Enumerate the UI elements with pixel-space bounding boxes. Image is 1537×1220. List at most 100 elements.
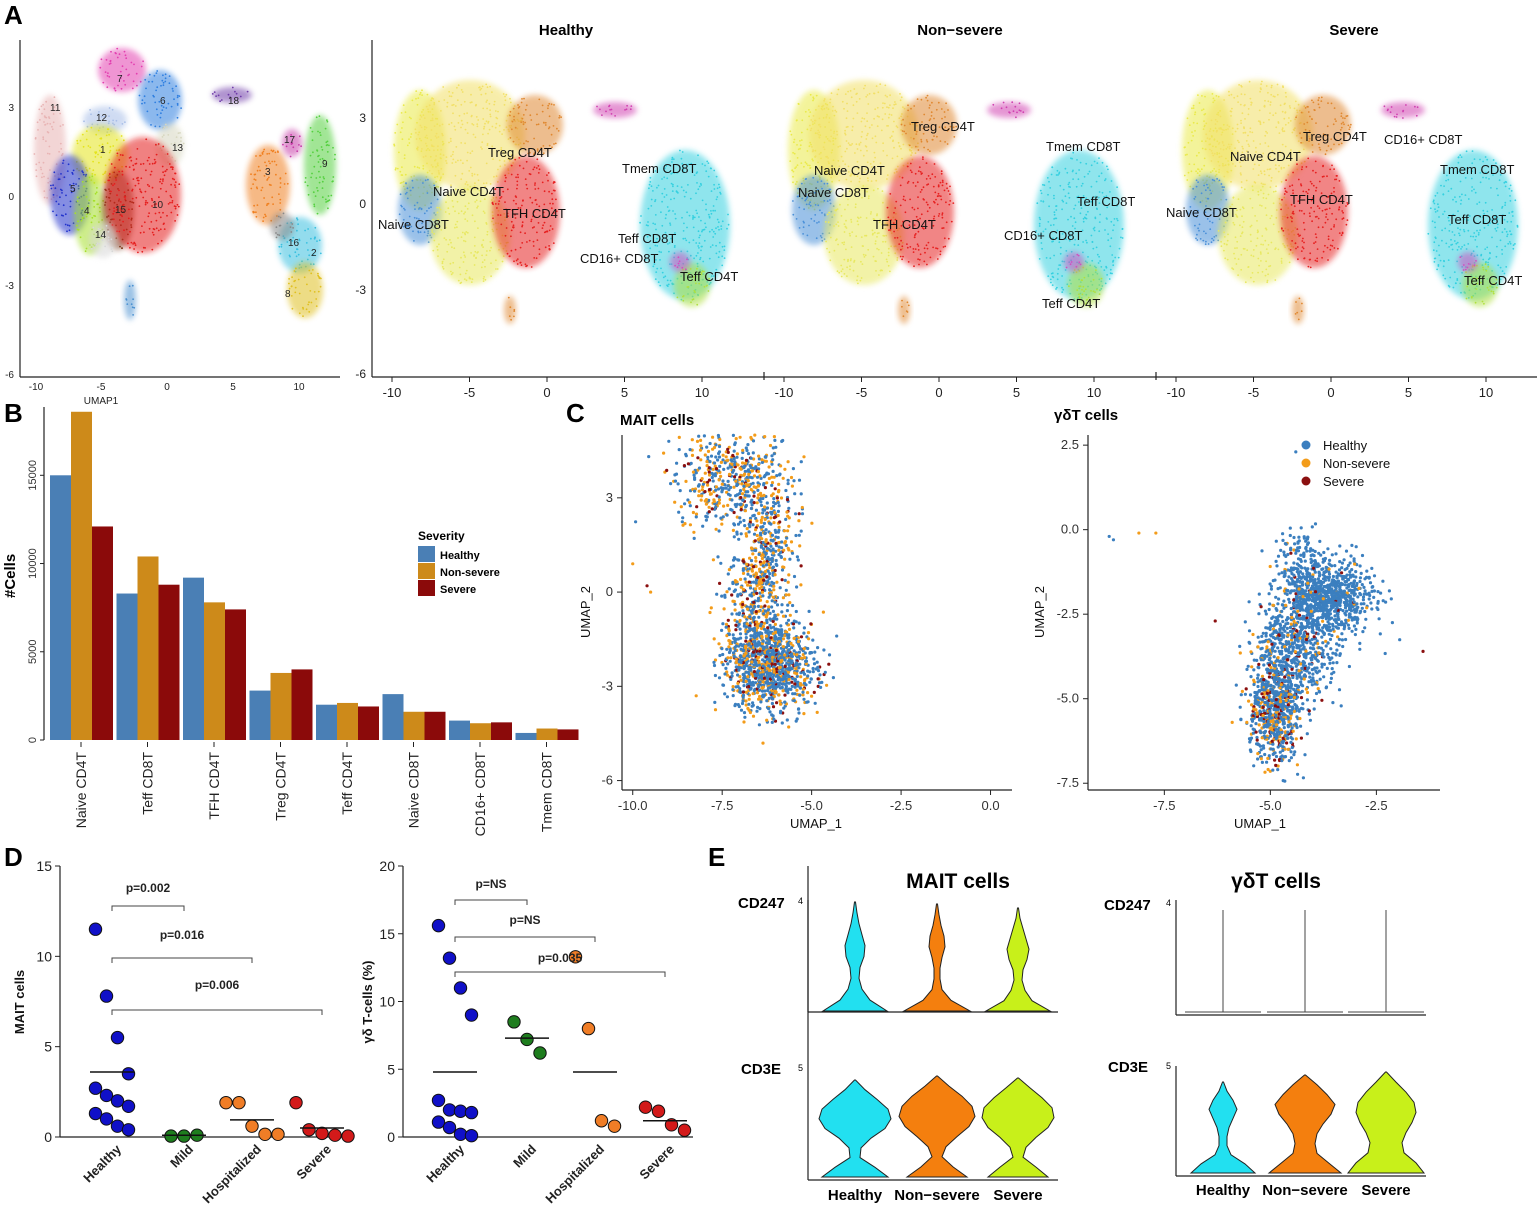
a-healthy-cell-point [464,240,467,243]
a-nonsevere-cell-point [899,204,902,207]
a-healthy-cell-point [426,210,428,212]
scatter-point [726,466,730,470]
a-severe-cell-point [1467,263,1470,265]
a-healthy-cell-point [433,239,436,242]
overall-cell-point [266,178,269,180]
a-healthy-cell-point [439,208,442,211]
a-healthy-cell-point [500,148,503,151]
a-healthy-cell-point [456,220,459,223]
a-severe-cell-point [1311,220,1313,223]
a-nonsevere-cell-point [819,235,822,237]
a-healthy-cell-point [717,221,720,224]
overall-cell-point [61,153,64,155]
a-healthy-cell-point [489,109,491,111]
a-severe-cell-point [1270,215,1273,217]
overall-cell-point [252,211,255,214]
a-nonsevere-cell-point [847,90,849,93]
a-severe-cell-point [1504,185,1507,188]
a-healthy-cell-point [465,279,468,282]
overall-cell-point [52,113,55,115]
a-nonsevere-cell-point [837,88,840,91]
a-healthy-cell-point [668,242,671,244]
a-nonsevere-cell-point [878,232,880,234]
overall-cell-point [98,242,101,245]
overall-cell-point [49,123,52,125]
a-severe-cell-point [1188,124,1191,127]
a-nonsevere-cell-point [876,125,879,128]
healthy-label-treg: Treg CD4T [488,145,552,160]
a-healthy-cell-point [664,217,667,220]
a-healthy-cell-point [536,239,539,242]
a-severe-cell-point [1311,151,1314,153]
a-healthy-cell-point [524,108,527,111]
a-nonsevere-cell-point [902,255,904,258]
a-nonsevere-cell-point [907,304,910,307]
a-healthy-cell-point [649,247,652,250]
scatter-point [697,434,701,438]
a-severe-cell-point [1331,245,1334,247]
overall-cell-point [104,71,107,73]
a-severe-cell-point [1243,248,1246,250]
overall-cell-point [170,196,173,199]
a-severe-cell-point [1241,206,1244,209]
a-healthy-cell-point [532,245,535,247]
a-nonsevere-cell-point [1049,187,1052,189]
a-healthy-cell-point [698,247,700,249]
a-nonsevere-cell-point [876,247,878,250]
a-nonsevere-cell-point [927,175,930,177]
a-nonsevere-cell-point [1050,281,1052,284]
overall-cell-point [321,180,324,183]
a-severe-cell-point [1195,154,1198,157]
a-healthy-cell-point [680,186,683,189]
a-nonsevere-cell-point [836,133,839,136]
a2-ytick-0: 3 [359,111,366,125]
a-healthy-cell-point [707,162,710,165]
a-nonsevere-cell-point [910,107,912,110]
a-nonsevere-cell-point [852,104,855,107]
a-nonsevere-cell-point [884,84,887,87]
a-nonsevere-cell-point [947,190,950,192]
a-nonsevere-cell-point [903,130,906,133]
overall-cell-point [156,70,159,72]
overall-cell-point [162,180,164,182]
a-nonsevere-cell-point [937,185,940,188]
a-healthy-cell-point [528,173,531,175]
a-healthy-cell-point [551,146,553,149]
a-nonsevere-cell-point [1111,272,1113,275]
a-facet-tick-label: 0 [1327,385,1334,400]
scatter-point [726,479,730,483]
a-nonsevere-cell-point [894,103,897,106]
overall-cell-point [162,106,165,109]
scatter-point [750,503,754,507]
a-healthy-cell-point [504,201,506,204]
a-severe-cell-point [1327,235,1330,238]
a-severe-cell-point [1286,216,1289,219]
a-severe-cell-point [1257,190,1260,193]
a-healthy-cell-point [431,229,433,231]
a-nonsevere-cell-point [797,148,800,151]
a-healthy-cell-point [647,224,649,227]
a-healthy-cell-point [498,130,501,133]
scatter-point [711,479,715,483]
a-nonsevere-cell-point [811,146,813,148]
overall-cell-point [280,245,283,248]
a-severe-cell-point [1314,171,1317,174]
a-severe-cell-point [1504,201,1507,204]
overall-cell-point [85,166,87,169]
a-nonsevere-cell-point [1048,180,1050,183]
a-severe-cell-point [1316,215,1318,218]
a-nonsevere-cell-point [1066,283,1069,286]
a-nonsevere-cell-point [942,246,945,248]
overall-cell-point [307,249,309,251]
overall-cell-point [146,110,149,113]
a-severe-cell-point [1510,233,1512,236]
a-healthy-cell-point [543,203,546,206]
scatter-point [802,455,806,459]
a-severe-cell-point [1506,233,1509,236]
a-severe-cell-point [1194,224,1196,227]
a-healthy-cell-point [663,176,666,179]
a-nonsevere-cell-point [926,263,928,266]
overall-cell-point [317,130,319,133]
a-healthy-cell-point [674,264,676,267]
a-nonsevere-cell-point [1008,111,1010,113]
